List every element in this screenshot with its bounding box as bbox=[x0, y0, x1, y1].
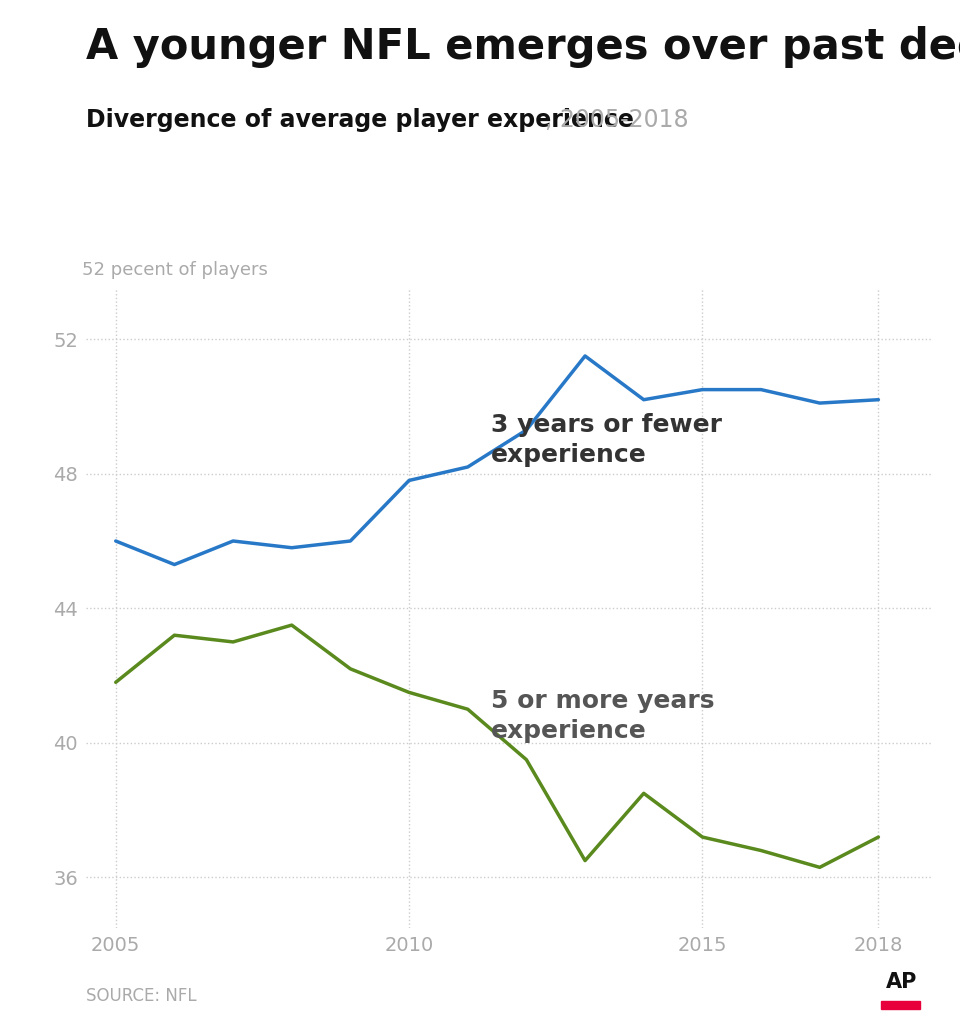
Text: 3 years or fewer
experience: 3 years or fewer experience bbox=[492, 413, 722, 467]
Text: Divergence of average player experience: Divergence of average player experience bbox=[86, 108, 635, 132]
Text: 5 or more years
experience: 5 or more years experience bbox=[492, 689, 714, 742]
Text: , 2005-2018: , 2005-2018 bbox=[545, 108, 689, 132]
Text: AP: AP bbox=[885, 972, 917, 992]
Text: SOURCE: NFL: SOURCE: NFL bbox=[86, 988, 197, 1005]
Text: 52 pecent of players: 52 pecent of players bbox=[83, 261, 268, 279]
Text: A younger NFL emerges over past decade: A younger NFL emerges over past decade bbox=[86, 26, 960, 68]
